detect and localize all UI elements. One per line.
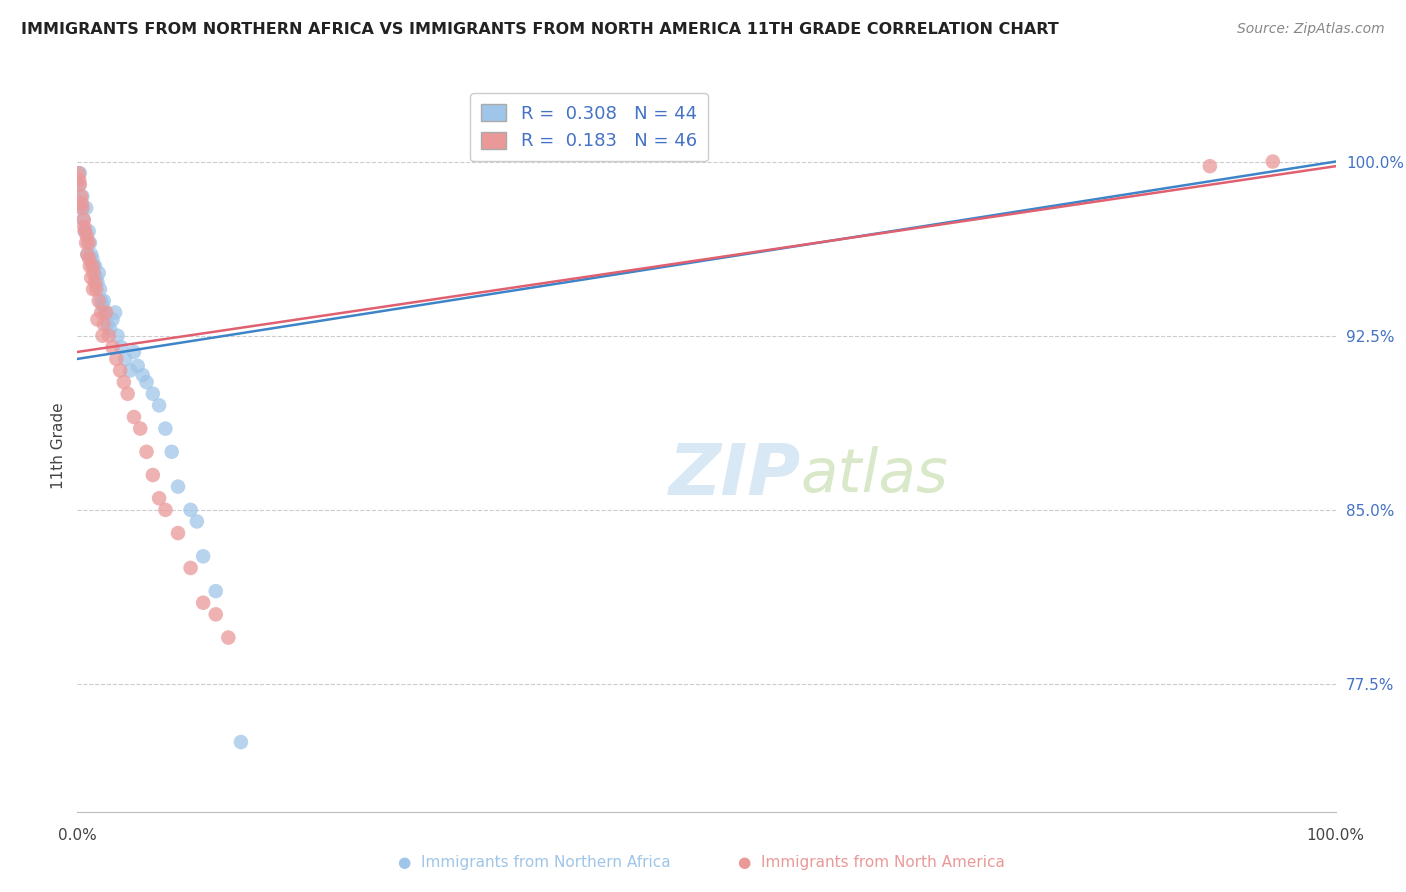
Point xyxy=(83,259,105,273)
Point xyxy=(70,189,93,203)
Point xyxy=(93,317,115,331)
Point xyxy=(90,293,112,308)
Text: IMMIGRANTS FROM NORTHERN AFRICA VS IMMIGRANTS FROM NORTH AMERICA 11TH GRADE CORR: IMMIGRANTS FROM NORTHERN AFRICA VS IMMIG… xyxy=(21,22,1059,37)
Point xyxy=(114,351,136,366)
Point xyxy=(135,445,157,459)
Point xyxy=(82,252,104,266)
Point xyxy=(148,398,170,412)
Point xyxy=(91,299,114,313)
Point xyxy=(76,247,98,261)
Point xyxy=(167,526,190,541)
Point xyxy=(73,224,96,238)
Point xyxy=(155,503,177,517)
Point xyxy=(79,259,101,273)
Point xyxy=(96,317,118,331)
Point xyxy=(87,293,110,308)
Point xyxy=(79,235,101,250)
Point xyxy=(167,480,190,494)
Point xyxy=(155,421,177,435)
Point xyxy=(98,322,121,336)
Point xyxy=(160,445,183,459)
Point xyxy=(80,247,103,261)
Point xyxy=(77,224,100,238)
Point xyxy=(83,266,105,280)
Text: ●  Immigrants from North America: ● Immigrants from North America xyxy=(738,855,1005,870)
Point xyxy=(84,275,107,289)
Point xyxy=(142,386,165,401)
Point xyxy=(75,235,97,250)
Point xyxy=(69,178,91,192)
Point xyxy=(86,312,108,326)
Point xyxy=(77,235,100,250)
Point xyxy=(229,735,252,749)
Point xyxy=(107,328,129,343)
Point xyxy=(91,328,114,343)
Point xyxy=(180,503,202,517)
Point xyxy=(79,252,101,266)
Text: atlas: atlas xyxy=(801,446,949,505)
Point xyxy=(82,259,104,273)
Point xyxy=(132,368,155,383)
Point xyxy=(108,363,131,377)
Point xyxy=(84,270,107,285)
Text: ZIP: ZIP xyxy=(669,441,801,509)
Point xyxy=(84,259,107,273)
Legend: R =  0.308   N = 44, R =  0.183   N = 46: R = 0.308 N = 44, R = 0.183 N = 46 xyxy=(470,93,707,161)
Point xyxy=(73,219,96,234)
Point xyxy=(97,328,120,343)
Point xyxy=(67,178,90,192)
Point xyxy=(96,305,118,319)
Point xyxy=(72,212,94,227)
Point xyxy=(112,375,135,389)
Point xyxy=(120,363,142,377)
Point xyxy=(80,270,103,285)
Point xyxy=(217,631,239,645)
Point xyxy=(129,421,152,435)
Point xyxy=(84,282,107,296)
Point xyxy=(72,189,94,203)
Point xyxy=(75,201,97,215)
Point xyxy=(1199,159,1222,173)
Point xyxy=(89,282,111,296)
Point xyxy=(90,305,112,319)
Point xyxy=(105,351,128,366)
Point xyxy=(142,468,165,483)
Point xyxy=(67,166,90,180)
Point xyxy=(70,196,93,211)
Point xyxy=(82,282,104,296)
Point xyxy=(127,359,149,373)
Text: ●  Immigrants from Northern Africa: ● Immigrants from Northern Africa xyxy=(398,855,671,870)
Point xyxy=(94,305,117,319)
Point xyxy=(122,409,145,424)
Point xyxy=(148,491,170,506)
Point xyxy=(67,173,90,187)
Point xyxy=(73,224,96,238)
Point xyxy=(72,212,94,227)
Point xyxy=(122,345,145,359)
Point xyxy=(204,607,226,622)
Point xyxy=(117,386,139,401)
Point xyxy=(101,340,124,354)
Point xyxy=(76,228,98,243)
Point xyxy=(93,293,115,308)
Point xyxy=(101,312,124,326)
Point xyxy=(1261,154,1284,169)
Point xyxy=(87,266,110,280)
Point xyxy=(76,247,98,261)
Text: Source: ZipAtlas.com: Source: ZipAtlas.com xyxy=(1237,22,1385,37)
Point xyxy=(135,375,157,389)
Point xyxy=(72,201,94,215)
Point xyxy=(69,166,91,180)
Point xyxy=(104,305,127,319)
Point xyxy=(86,275,108,289)
Point xyxy=(204,584,226,599)
Point xyxy=(191,549,215,564)
Y-axis label: 11th Grade: 11th Grade xyxy=(51,402,66,490)
Point xyxy=(191,596,215,610)
Point xyxy=(186,515,208,529)
Point xyxy=(180,561,202,575)
Point xyxy=(110,340,132,354)
Point xyxy=(70,201,93,215)
